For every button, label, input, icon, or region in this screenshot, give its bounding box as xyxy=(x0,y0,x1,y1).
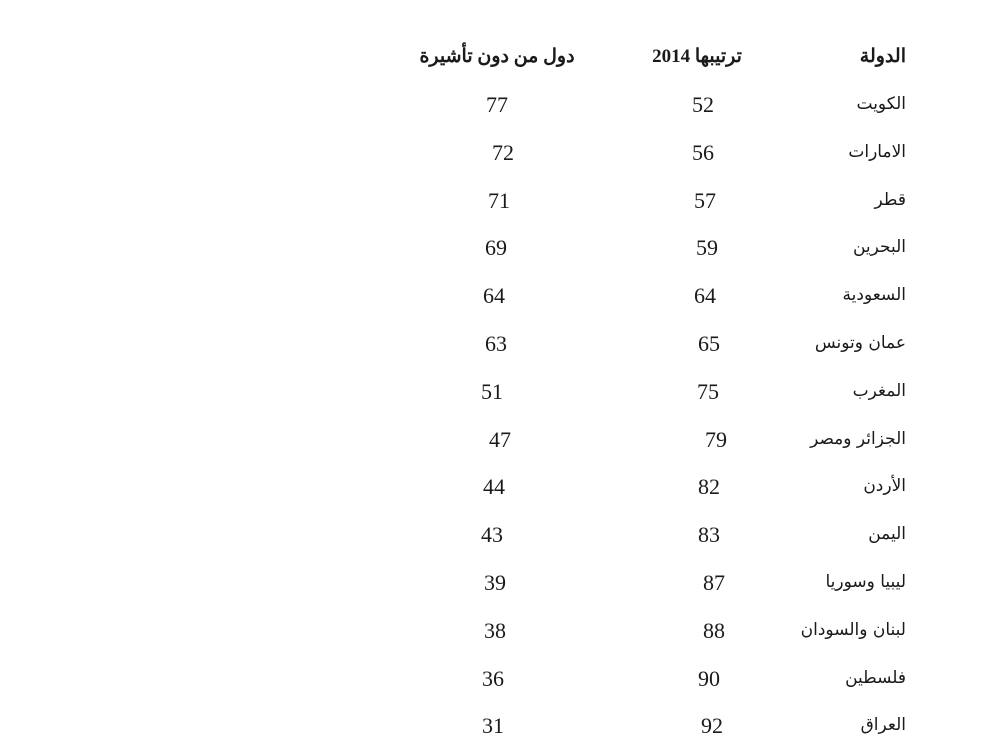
header-country: الدولة xyxy=(859,46,906,67)
header-rank-2014: ترتيبها 2014 xyxy=(652,46,742,67)
visa-free-cell: 38 xyxy=(484,617,506,643)
rank-cell: 64 xyxy=(694,283,716,309)
visa-free-cell: 71 xyxy=(488,187,510,213)
country-cell: الامارات xyxy=(848,141,906,162)
visa-free-cell: 44 xyxy=(483,474,505,500)
rank-cell: 82 xyxy=(698,474,720,500)
country-cell: فلسطين xyxy=(845,667,906,688)
visa-free-cell: 31 xyxy=(482,713,504,739)
country-cell: لبنان والسودان xyxy=(800,619,906,640)
rank-cell: 59 xyxy=(696,235,718,261)
rank-cell: 87 xyxy=(703,570,725,595)
visa-free-cell: 64 xyxy=(483,283,505,309)
rank-cell: 88 xyxy=(703,617,725,643)
country-cell: الجزائر ومصر xyxy=(810,428,906,449)
visa-free-cell: 39 xyxy=(484,570,506,595)
country-cell: ليبيا وسوريا xyxy=(825,572,906,592)
rank-cell: 92 xyxy=(701,713,723,739)
visa-free-cell: 69 xyxy=(485,235,507,261)
rank-cell: 75 xyxy=(697,378,719,404)
country-cell: العراق xyxy=(860,715,906,736)
visa-free-cell: 51 xyxy=(481,378,503,404)
rank-cell: 57 xyxy=(694,187,716,213)
rank-cell: 79 xyxy=(705,426,727,452)
country-cell: اليمن xyxy=(868,524,906,545)
visa-free-cell: 47 xyxy=(489,426,511,452)
visa-free-cell: 36 xyxy=(482,665,504,691)
country-cell: المغرب xyxy=(852,380,906,401)
country-cell: السعودية xyxy=(842,285,906,306)
country-cell: البحرين xyxy=(852,237,906,258)
rank-cell: 90 xyxy=(698,665,720,691)
visa-free-cell: 72 xyxy=(492,139,514,165)
visa-free-cell: 63 xyxy=(485,331,507,356)
rank-cell: 83 xyxy=(698,522,720,548)
country-cell: الكويت xyxy=(856,94,907,114)
header-visa-free: دول من دون تأشيرة xyxy=(419,46,575,67)
rank-cell: 52 xyxy=(692,92,714,117)
visa-free-cell: 43 xyxy=(481,522,503,548)
country-cell: قطر xyxy=(874,189,906,210)
rank-cell: 56 xyxy=(692,139,714,165)
country-cell: الأردن xyxy=(863,476,906,497)
rank-cell: 65 xyxy=(698,331,720,356)
country-cell: عمان وتونس xyxy=(814,333,906,353)
visa-free-cell: 77 xyxy=(486,92,508,117)
